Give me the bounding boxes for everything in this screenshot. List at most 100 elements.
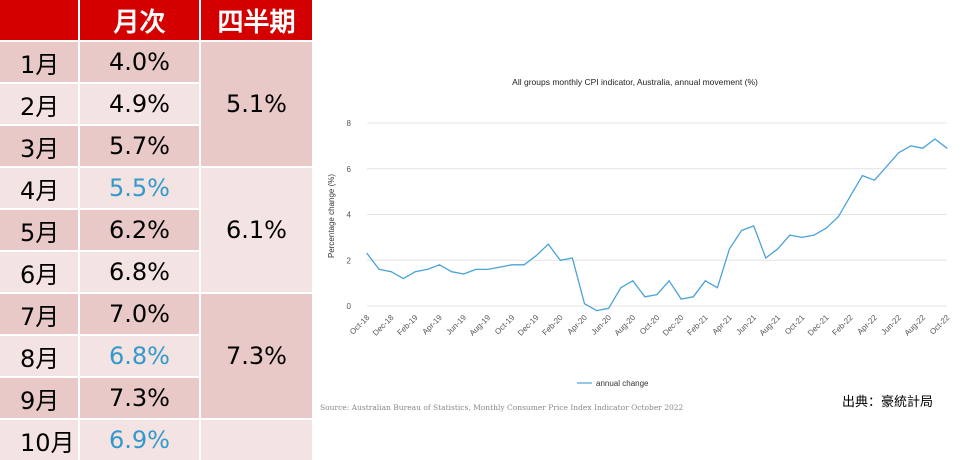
data-point (885, 165, 888, 168)
table-quarter-value: 7.3% (201, 294, 312, 418)
table-row-month: 4月 (0, 168, 78, 208)
x-tick-label: Jun-21 (734, 313, 758, 337)
data-point (438, 264, 441, 266)
data-point (849, 195, 851, 197)
data-point (608, 307, 610, 309)
table-row-value: 6.9% (80, 420, 199, 460)
x-tick-label: Apr-19 (421, 313, 445, 337)
data-point (656, 293, 658, 296)
x-tick-labels: Oct-18 Dec-18 Feb-19 Apr-19 Jun-19 Aug-19 Oct-… (348, 313, 952, 338)
x-tick-label: Jun-20 (589, 313, 613, 337)
table-quarter-value: 6.1% (201, 168, 312, 292)
data-point (390, 271, 392, 273)
table-row-month: 7月 (0, 294, 78, 334)
data-point (813, 234, 815, 236)
data-point (861, 175, 864, 177)
x-tick-label: Dec-18 (371, 313, 396, 338)
data-point (378, 268, 380, 270)
legend: annual change (577, 379, 649, 388)
data-point (523, 264, 525, 266)
data-point (463, 273, 465, 275)
data-point (934, 138, 936, 140)
y-tick-label: 8 (347, 119, 352, 128)
x-tick-label: Jun-22 (879, 313, 903, 337)
table-row-value: 4.0% (80, 42, 199, 82)
x-tick-label: Oct-22 (928, 313, 952, 337)
data-point (898, 152, 900, 154)
y-tick-labels: 0 2 4 6 8 (347, 119, 352, 311)
table-row-month: 5月 (0, 210, 78, 250)
data-point (801, 236, 803, 238)
x-tick-label: Dec-20 (661, 313, 686, 338)
y-tick-label: 4 (347, 211, 352, 220)
table-row-value: 5.7% (80, 126, 199, 166)
data-point (753, 225, 755, 227)
data-point (922, 147, 924, 149)
data-point (873, 179, 876, 181)
x-tick-label: Apr-22 (856, 313, 880, 337)
x-tick-label: Oct-18 (348, 313, 372, 337)
data-point (402, 277, 404, 280)
x-tick-label: Aug-20 (613, 313, 638, 338)
table-row-value: 4.9% (80, 84, 199, 124)
series-lines (366, 138, 948, 312)
table-row-month: 3月 (0, 126, 78, 166)
data-point (366, 252, 368, 254)
credit-note: 出典：豪統計局 (842, 395, 934, 410)
data-point (450, 271, 453, 273)
x-tick-label: Oct-20 (638, 313, 662, 337)
data-point (426, 268, 429, 270)
table-header-quarterly: 四半期 (201, 0, 312, 40)
data-point (632, 280, 634, 282)
table-row-value: 5.5% (80, 168, 199, 208)
table-row-month: 9月 (0, 378, 78, 418)
data-point (475, 268, 477, 270)
x-tick-label: Apr-21 (711, 313, 735, 337)
data-point (535, 255, 537, 257)
data-point (789, 234, 791, 236)
data-point (692, 296, 694, 298)
table-quarter-value: 5.1% (201, 42, 312, 166)
x-tick-label: Jun-19 (444, 313, 468, 337)
data-point (571, 257, 574, 259)
x-tick-label: Aug-19 (468, 313, 493, 338)
x-tick-label: Aug-21 (758, 313, 783, 338)
legend-label-annual-change: annual change (596, 379, 649, 388)
data-point (704, 280, 706, 282)
x-tick-label: Feb-19 (395, 313, 420, 338)
data-point (765, 257, 767, 259)
data-point (511, 264, 513, 266)
x-tick-label: Apr-20 (566, 313, 590, 337)
table-quarter-blank (201, 420, 312, 460)
data-point (680, 298, 682, 300)
data-point (728, 248, 731, 250)
data-point (910, 145, 912, 147)
cpi-chart: All groups monthly CPI indicator, Austra… (315, 60, 962, 459)
x-tick-label: Feb-20 (540, 313, 565, 338)
data-point (825, 227, 827, 229)
table-row-value: 6.2% (80, 210, 199, 250)
series-line-annual-change (366, 138, 948, 312)
table-header-blank (0, 0, 78, 40)
x-tick-label: Dec-19 (516, 313, 541, 338)
data-point (740, 229, 743, 232)
table-row-value: 6.8% (80, 252, 199, 292)
y-tick-label: 0 (347, 302, 352, 311)
data-point (595, 309, 598, 312)
table-row-value: 7.0% (80, 294, 199, 334)
data-point (583, 303, 586, 305)
data-point (487, 268, 489, 270)
data-point (946, 147, 948, 149)
x-tick-label: Feb-22 (830, 313, 855, 338)
data-point (777, 248, 779, 250)
x-tick-label: Oct-19 (493, 313, 517, 337)
x-tick-label: Aug-22 (903, 313, 928, 338)
cpi-chart-svg: All groups monthly CPI indicator, Austra… (327, 77, 952, 388)
table-row-value: 6.8% (80, 336, 199, 376)
table-row-month: 6月 (0, 252, 78, 292)
table-row-month: 10月 (0, 420, 78, 460)
chart-title: All groups monthly CPI indicator, Austra… (512, 77, 758, 87)
y-tick-label: 6 (347, 165, 352, 174)
data-point (414, 271, 416, 273)
data-point (668, 280, 670, 282)
